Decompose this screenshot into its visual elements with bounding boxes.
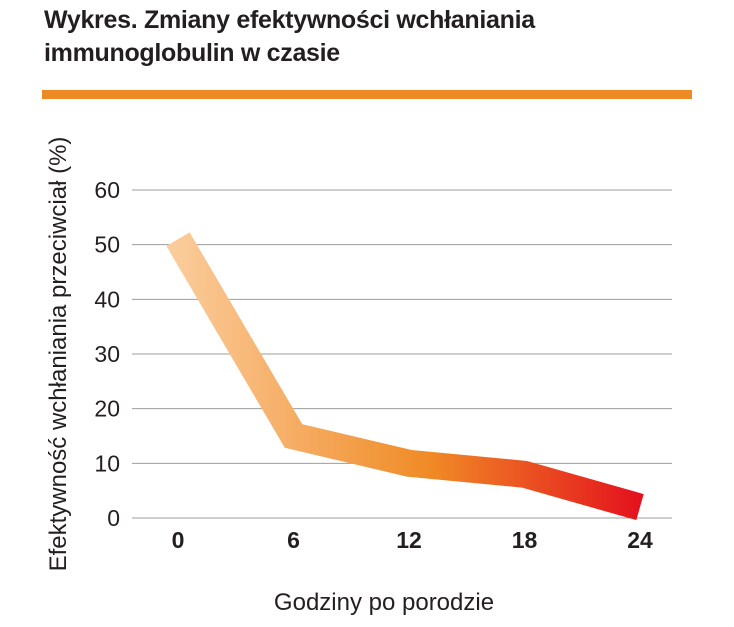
y-tick-label: 20 (94, 396, 120, 422)
y-axis-label: Efektywność wchłaniania przeciwciał (%) (45, 137, 72, 572)
x-tick-label: 12 (396, 527, 422, 553)
x-tick-label: 18 (512, 527, 538, 553)
x-tick-label: 0 (172, 527, 185, 553)
y-tick-label: 60 (94, 177, 120, 203)
series-line (166, 232, 644, 521)
grid-lines (132, 189, 672, 519)
data-series (166, 232, 644, 521)
title-underline-rule (42, 90, 692, 99)
x-tick-label: 24 (627, 527, 653, 553)
x-axis-tick-labels: 0 6 12 18 24 (172, 527, 653, 553)
y-tick-label: 50 (94, 232, 120, 258)
x-axis-label: Godziny po porodzie (274, 589, 494, 616)
x-tick-label: 6 (287, 527, 300, 553)
chart-title: Wykres. Zmiany efektywności wchłaniania … (44, 4, 704, 70)
y-tick-label: 40 (94, 286, 120, 312)
y-tick-label: 10 (94, 450, 120, 476)
chart-title-line-2: immunoglobulin w czasie (44, 39, 340, 67)
chart-title-line-1: Wykres. Zmiany efektywności wchłaniania (44, 6, 535, 34)
y-tick-label: 0 (107, 505, 120, 531)
y-axis-tick-labels: 0 10 20 30 40 50 60 (94, 177, 120, 531)
y-tick-label: 30 (94, 341, 120, 367)
